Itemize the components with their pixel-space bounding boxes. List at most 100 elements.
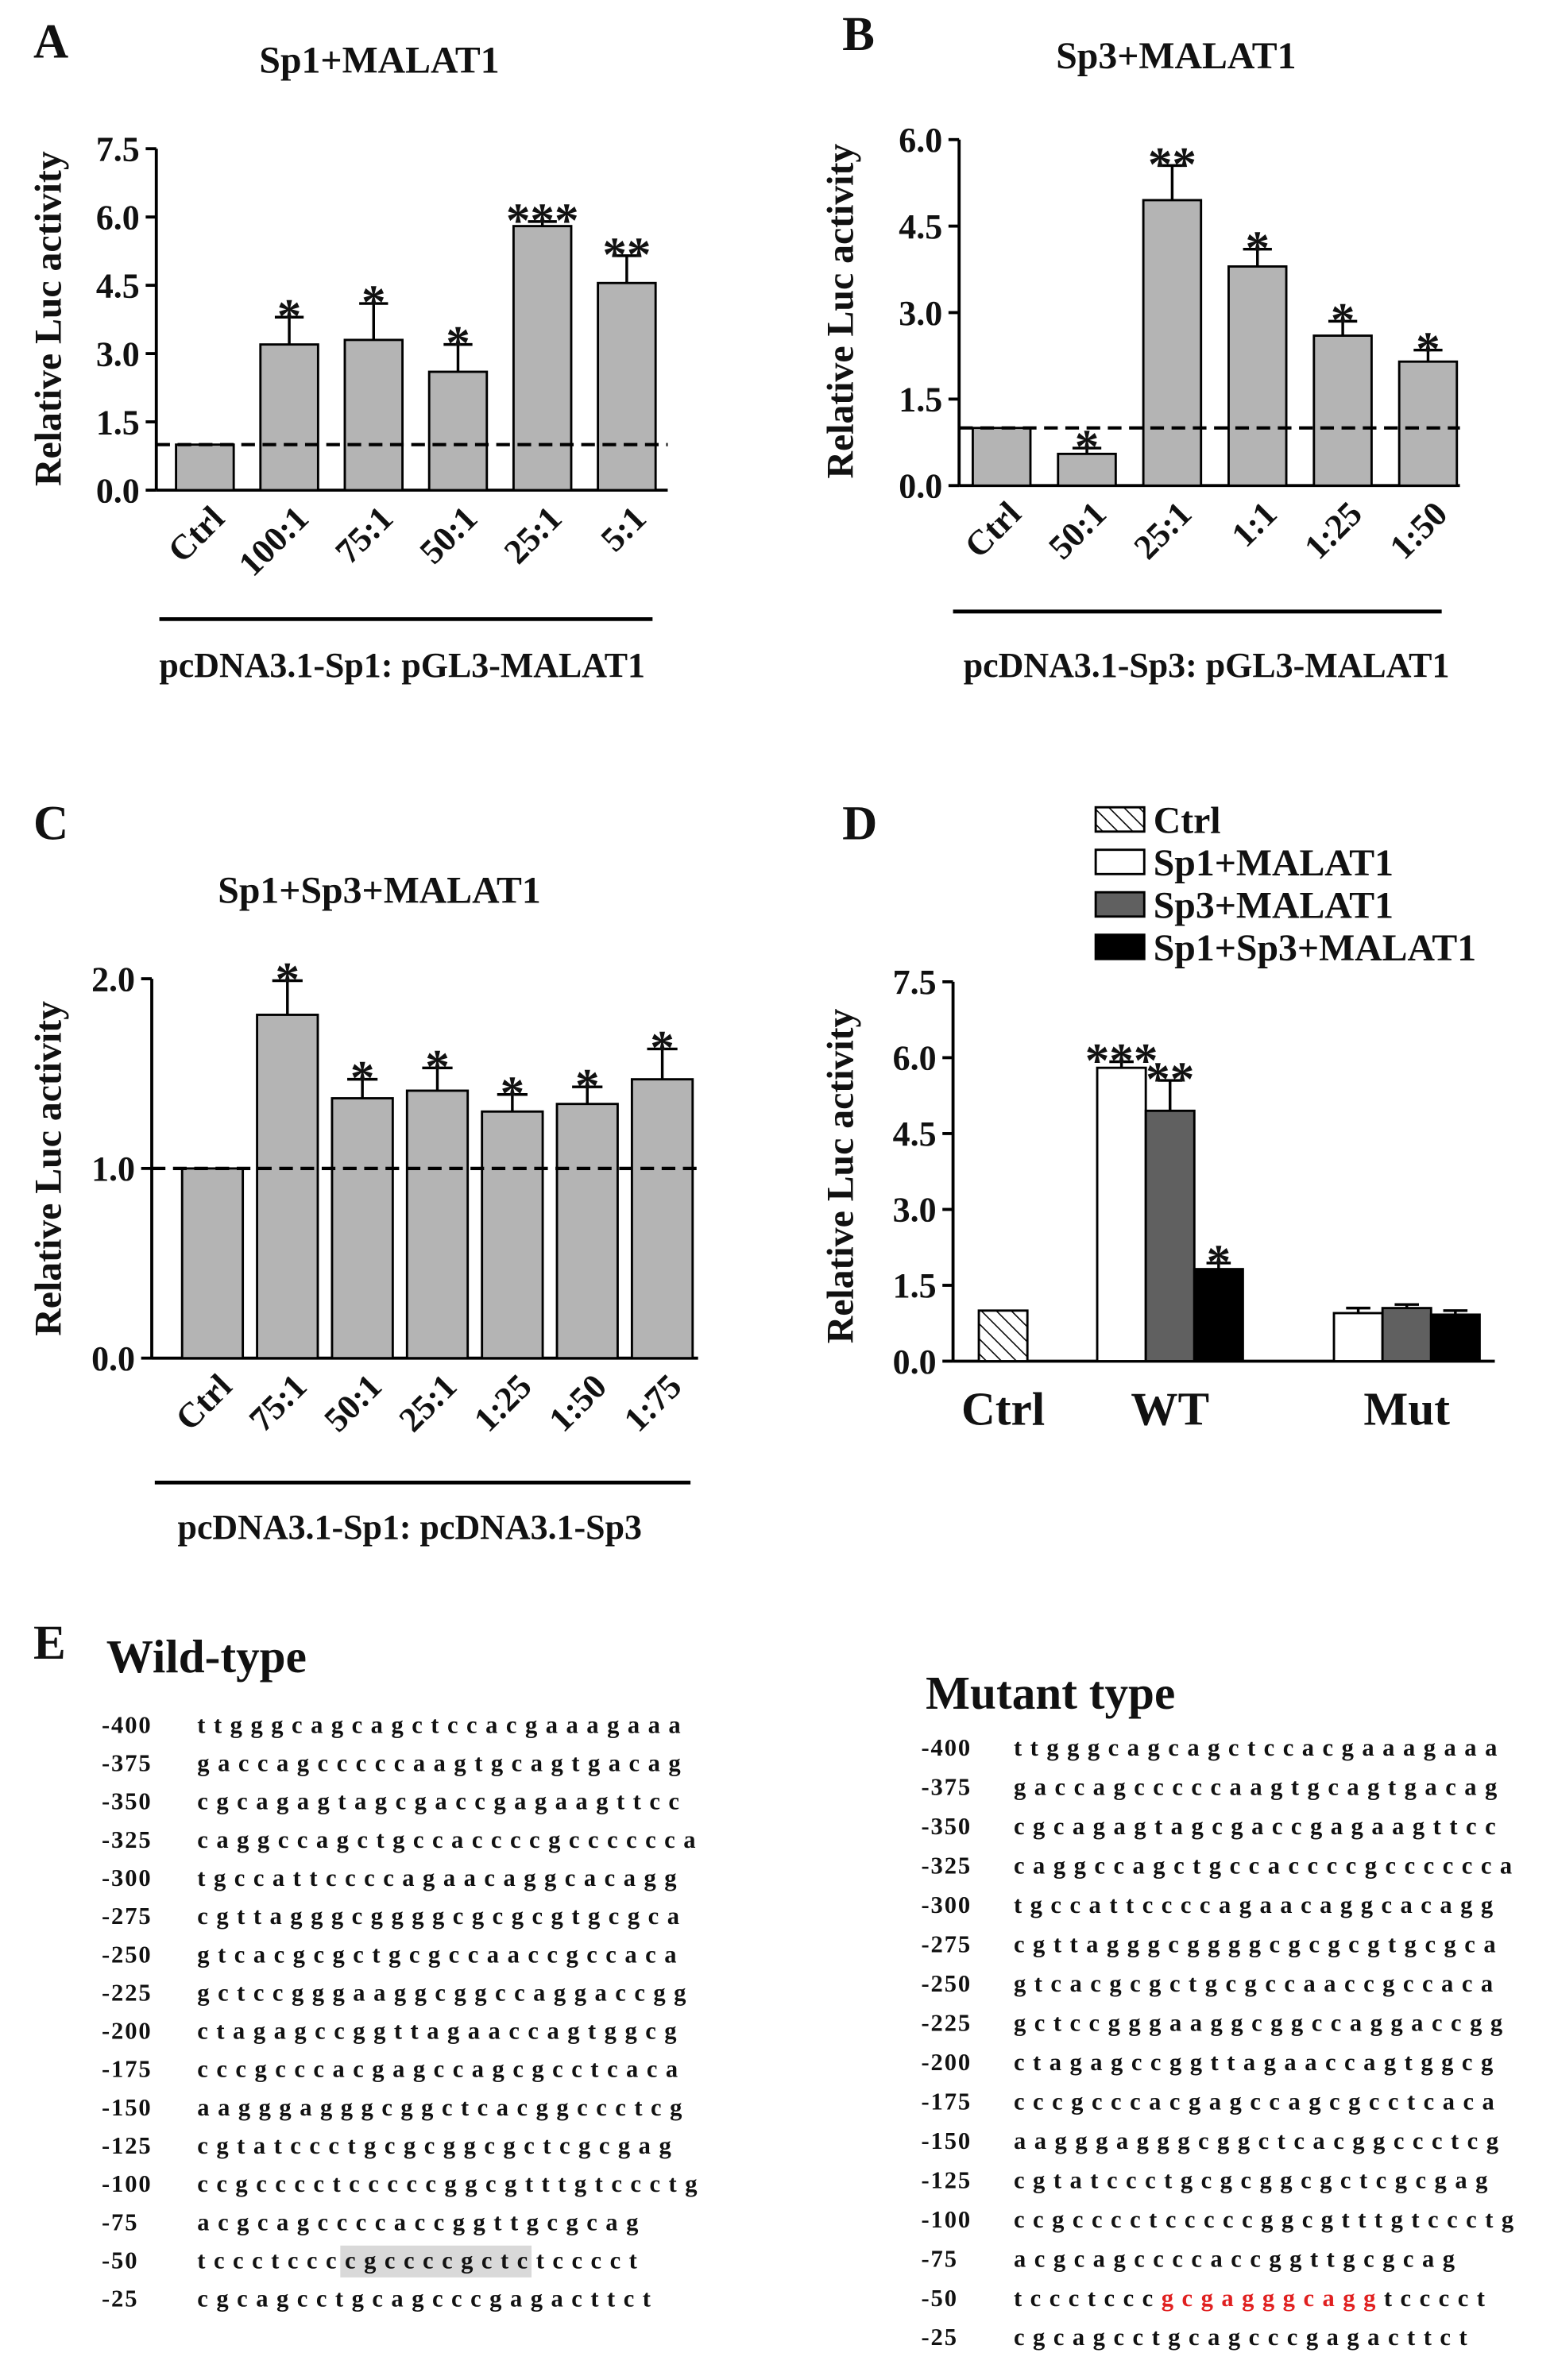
- significance-label: *: [425, 1041, 450, 1094]
- position-label: -400: [102, 1711, 153, 1738]
- y-tick-label: 2.0: [91, 960, 135, 999]
- significance-label: **: [1148, 139, 1196, 192]
- sequence: cccgcccacgagccagcgcctcaca: [1014, 2088, 1502, 2115]
- x-tick-label: WT: [1131, 1383, 1209, 1435]
- significance-label: *: [446, 318, 470, 371]
- sequence-part: tcccct: [1384, 2285, 1494, 2312]
- x-tick-label: 25:1: [392, 1366, 465, 1439]
- significance-label: *: [1075, 421, 1100, 474]
- sequence-title: Wild-type: [106, 1630, 307, 1683]
- sequence: cgcagagtagcgaccgagaagttcc: [1014, 1813, 1504, 1840]
- significance-label: *: [1416, 323, 1440, 377]
- significance-label: *: [1207, 1236, 1231, 1289]
- sequence-part: tccctccc: [1014, 2285, 1162, 2312]
- panel-label: B: [842, 8, 875, 61]
- sequence: cccgcccacgagccagcgcctcaca: [197, 2056, 686, 2083]
- significance-label: *: [1331, 294, 1355, 347]
- bar: [256, 1014, 319, 1360]
- position-label: -225: [102, 1979, 153, 2006]
- error-bar: [572, 1085, 603, 1104]
- sequence: gaccagcccccaagtgcagtgacag: [1014, 1774, 1506, 1801]
- position-label: -300: [102, 1864, 153, 1891]
- position-label: -350: [921, 1813, 972, 1840]
- significance-label: *: [277, 290, 302, 343]
- sequence-part: tcccct: [536, 2247, 646, 2274]
- sequence: tccctccccgccccgctctcccct: [197, 2247, 645, 2274]
- bar: [1381, 1307, 1432, 1362]
- legend-swatch: [1094, 933, 1146, 960]
- significance-label: *: [575, 1060, 600, 1113]
- bar: [343, 338, 404, 492]
- position-label: -200: [102, 2018, 153, 2045]
- sequence: ctagagccggttagaaccagtggcg: [197, 2018, 685, 2045]
- x-tick-label: 1:1: [1224, 494, 1285, 554]
- y-tick-label: 3.0: [899, 294, 942, 333]
- chart-title: Sp1+MALAT1: [259, 40, 499, 82]
- bar: [1429, 1313, 1481, 1362]
- sequence: gaccagcccccaagtgcagtgacag: [197, 1750, 689, 1777]
- sequence: ccgcccctcccccggcgtttgtccctg: [1014, 2206, 1522, 2233]
- legend-swatch: [1094, 848, 1146, 875]
- position-label: -50: [921, 2285, 957, 2312]
- x-axis-label: pcDNA3.1-Sp1: pGL3-MALAT1: [159, 646, 645, 685]
- sequence: ccgcccctcccccggcgtttgtccctg: [197, 2170, 705, 2197]
- significance-label: ***: [1085, 1035, 1158, 1088]
- error-bar: [443, 342, 473, 373]
- y-tick-label: 4.5: [893, 1115, 937, 1153]
- bar: [1193, 1268, 1244, 1362]
- bar: [1096, 1066, 1147, 1362]
- position-label: -100: [102, 2170, 153, 2197]
- position-label: -25: [102, 2285, 138, 2312]
- significance-label: ***: [506, 195, 579, 248]
- significance-label: *: [361, 276, 386, 330]
- y-tick-label: 0.0: [96, 471, 140, 510]
- x-tick-label: 100:1: [231, 499, 316, 584]
- chart-title: Sp3+MALAT1: [1056, 35, 1296, 77]
- panel-label: D: [842, 797, 877, 850]
- x-tick-label: 5:1: [593, 499, 654, 559]
- error-bar: [1158, 164, 1187, 200]
- position-label: -300: [921, 1891, 972, 1918]
- y-tick-label: 3.0: [96, 334, 140, 373]
- x-axis-label: pcDNA3.1-Sp3: pGL3-MALAT1: [964, 646, 1450, 685]
- significance-label: *: [501, 1068, 525, 1121]
- x-tick-label: 1:25: [466, 1366, 539, 1439]
- sequence: cgtatccctgcgcggcgctcgcgag: [197, 2132, 679, 2159]
- sequence: caggccagctgccaccccgcccccca: [197, 1826, 704, 1853]
- sequence: aagggagggcggctcacggccctcg: [1014, 2127, 1507, 2154]
- bar: [512, 225, 573, 492]
- position-label: -175: [921, 2088, 972, 2115]
- x-tick-label: 50:1: [1041, 494, 1114, 567]
- y-axis-label: Relative Luc activity: [820, 1008, 862, 1343]
- error-bar: [1346, 1306, 1370, 1313]
- bar: [1144, 1109, 1196, 1362]
- bar: [630, 1078, 694, 1360]
- bar: [1227, 265, 1288, 487]
- y-tick-label: 1.5: [96, 403, 140, 442]
- legend-label: Sp1+Sp3+MALAT1: [1154, 927, 1476, 969]
- highlighted-sequence: cgccccgctc: [345, 2247, 536, 2274]
- error-bar: [359, 302, 388, 340]
- significance-label: **: [1146, 1053, 1194, 1107]
- sequence: gtcacgcgctgcgccaaccgccaca: [1014, 1970, 1502, 1997]
- sequence-part: tccctccc: [197, 2247, 345, 2274]
- highlight-box: [340, 2245, 532, 2278]
- sequence: cgcagcctgcagcccgagacttct: [1014, 2324, 1475, 2351]
- error-bar: [497, 1093, 528, 1112]
- sequence: ttgggcagcagctccacgaaagaaa: [1014, 1734, 1506, 1761]
- y-tick-label: 6.0: [96, 198, 140, 237]
- error-bar: [1158, 1079, 1183, 1111]
- legend-label: Ctrl: [1154, 800, 1221, 842]
- error-bar: [1109, 1060, 1134, 1068]
- x-tick-label: 1:25: [1297, 494, 1370, 567]
- sequence-title: Mutant type: [926, 1667, 1175, 1719]
- legend-label: Sp1+MALAT1: [1154, 842, 1394, 884]
- bar: [1312, 334, 1373, 487]
- sequence: acgcagccccaccggttgcgcag: [197, 2208, 647, 2235]
- bar: [259, 343, 319, 492]
- error-bar: [647, 1047, 678, 1080]
- sequence: tgccattccccagaacaggcacagg: [197, 1864, 685, 1891]
- position-label: -250: [102, 1941, 153, 1968]
- sequence: gctccgggaaggcggccaggaccgg: [197, 1979, 694, 2006]
